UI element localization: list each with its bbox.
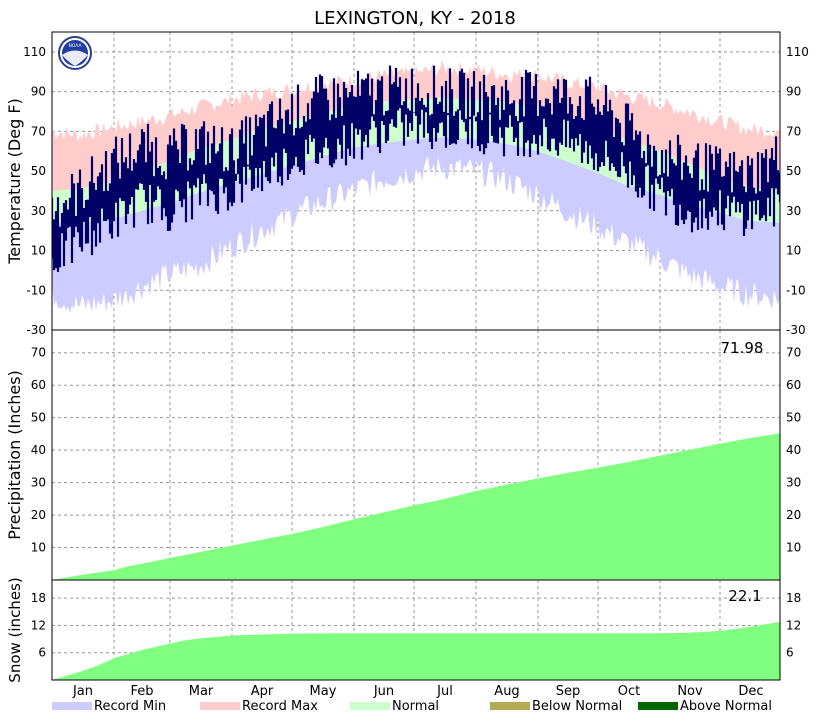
chart-title: LEXINGTON, KY - 2018	[314, 8, 516, 29]
tick-label: 18	[786, 591, 801, 605]
tick-label: 70	[31, 124, 46, 138]
tick-label: 30	[786, 476, 801, 490]
month-label-mar: Mar	[189, 684, 214, 699]
tick-label: 40	[31, 443, 46, 457]
precipitation-ticks-right: 10 20 30 40 50 60 70	[786, 346, 801, 555]
svg-text:NOAA: NOAA	[68, 43, 82, 49]
precipitation-panel: 10 20 30 40 50 60 70 10 20 30 40 50 60 70 Precipitat…	[5, 330, 801, 580]
tick-label: 50	[786, 411, 801, 425]
month-label-feb: Feb	[130, 684, 153, 699]
tick-label: 90	[31, 85, 46, 99]
month-label-nov: Nov	[677, 684, 703, 699]
tick-label: 60	[31, 378, 46, 392]
temperature-axis-label: Temperature (Deg F)	[5, 98, 24, 265]
legend-label: Record Max	[242, 699, 318, 714]
tick-label: 12	[31, 618, 46, 632]
tick-label: 50	[786, 164, 801, 178]
legend-swatch	[638, 702, 678, 710]
tick-label: -10	[26, 283, 46, 297]
precipitation-axis-label: Precipitation (Inches)	[5, 370, 24, 540]
snow-ticks-right: 6 12 18	[786, 591, 801, 660]
tick-label: 30	[31, 204, 46, 218]
actual-temperature-bars	[52, 65, 780, 272]
tick-label: 20	[31, 508, 46, 522]
tick-label: 70	[786, 124, 801, 138]
legend-swatch	[52, 702, 92, 710]
legend-swatch	[350, 702, 390, 710]
snow-total: 22.1	[728, 587, 761, 605]
record-min-band	[52, 137, 780, 313]
tick-label: 70	[786, 346, 801, 360]
snow-axis-label: Snow (inches)	[6, 577, 24, 682]
legend-swatch	[200, 702, 240, 710]
month-label-oct: Oct	[618, 684, 640, 699]
tick-label: 90	[786, 85, 801, 99]
month-label-dec: Dec	[738, 684, 763, 699]
snow-ticks-left: 6 12 18	[31, 591, 46, 660]
month-label-jul: Jul	[436, 684, 453, 699]
snow-panel: 6 12 18 6 12 18 Snow (inches) 22.1	[6, 577, 801, 682]
tick-label: 20	[786, 508, 801, 522]
tick-label: 6	[38, 646, 46, 660]
tick-label: -10	[786, 283, 806, 297]
tick-label: 70	[31, 346, 46, 360]
tick-label: -30	[26, 323, 46, 337]
temperature-ticks-right: -30 -10 10 30 50 70 90 110	[786, 45, 809, 337]
legend-label: Normal	[392, 699, 439, 714]
tick-label: 6	[786, 646, 794, 660]
precipitation-ticks-left: 10 20 30 40 50 60 70	[31, 346, 46, 555]
month-label-may: May	[310, 684, 337, 699]
legend-swatch	[490, 702, 530, 710]
legend: Record Min Record Max Normal Below Normal Ab…	[52, 699, 772, 714]
normal-snow-area	[52, 621, 780, 680]
tick-label: 50	[31, 164, 46, 178]
tick-label: 110	[786, 45, 809, 59]
tick-label: 30	[31, 476, 46, 490]
tick-label: 12	[786, 618, 801, 632]
tick-label: 10	[31, 541, 46, 555]
month-label-jan: Jan	[72, 684, 93, 699]
precipitation-total: 71.98	[721, 339, 764, 357]
tick-label: -30	[786, 323, 806, 337]
tick-label: 110	[23, 45, 46, 59]
tick-label: 60	[786, 378, 801, 392]
temperature-ticks-left: -30 -10 10 30 50 70 90 110	[23, 45, 46, 337]
month-label-apr: Apr	[251, 684, 274, 699]
legend-label: Record Min	[94, 699, 166, 714]
record-max-band	[52, 60, 780, 191]
tick-label: 50	[31, 411, 46, 425]
tick-label: 18	[31, 591, 46, 605]
month-label-jun: Jun	[373, 684, 394, 699]
legend-label: Above Normal	[680, 699, 772, 714]
legend-label: Below Normal	[532, 699, 622, 714]
panel-borders	[51, 31, 781, 681]
tick-label: 10	[786, 541, 801, 555]
month-label-sep: Sep	[556, 684, 581, 699]
tick-label: 10	[786, 244, 801, 258]
tick-label: 40	[786, 443, 801, 457]
noaa-logo: NOAA	[58, 36, 92, 70]
month-axis: Jan Feb Mar Apr May Jun Jul Aug Sep Oct Nov Dec	[72, 684, 764, 699]
month-label-aug: Aug	[494, 684, 519, 699]
tick-label: 10	[31, 244, 46, 258]
tick-label: 30	[786, 204, 801, 218]
normal-precipitation-area	[52, 433, 780, 580]
